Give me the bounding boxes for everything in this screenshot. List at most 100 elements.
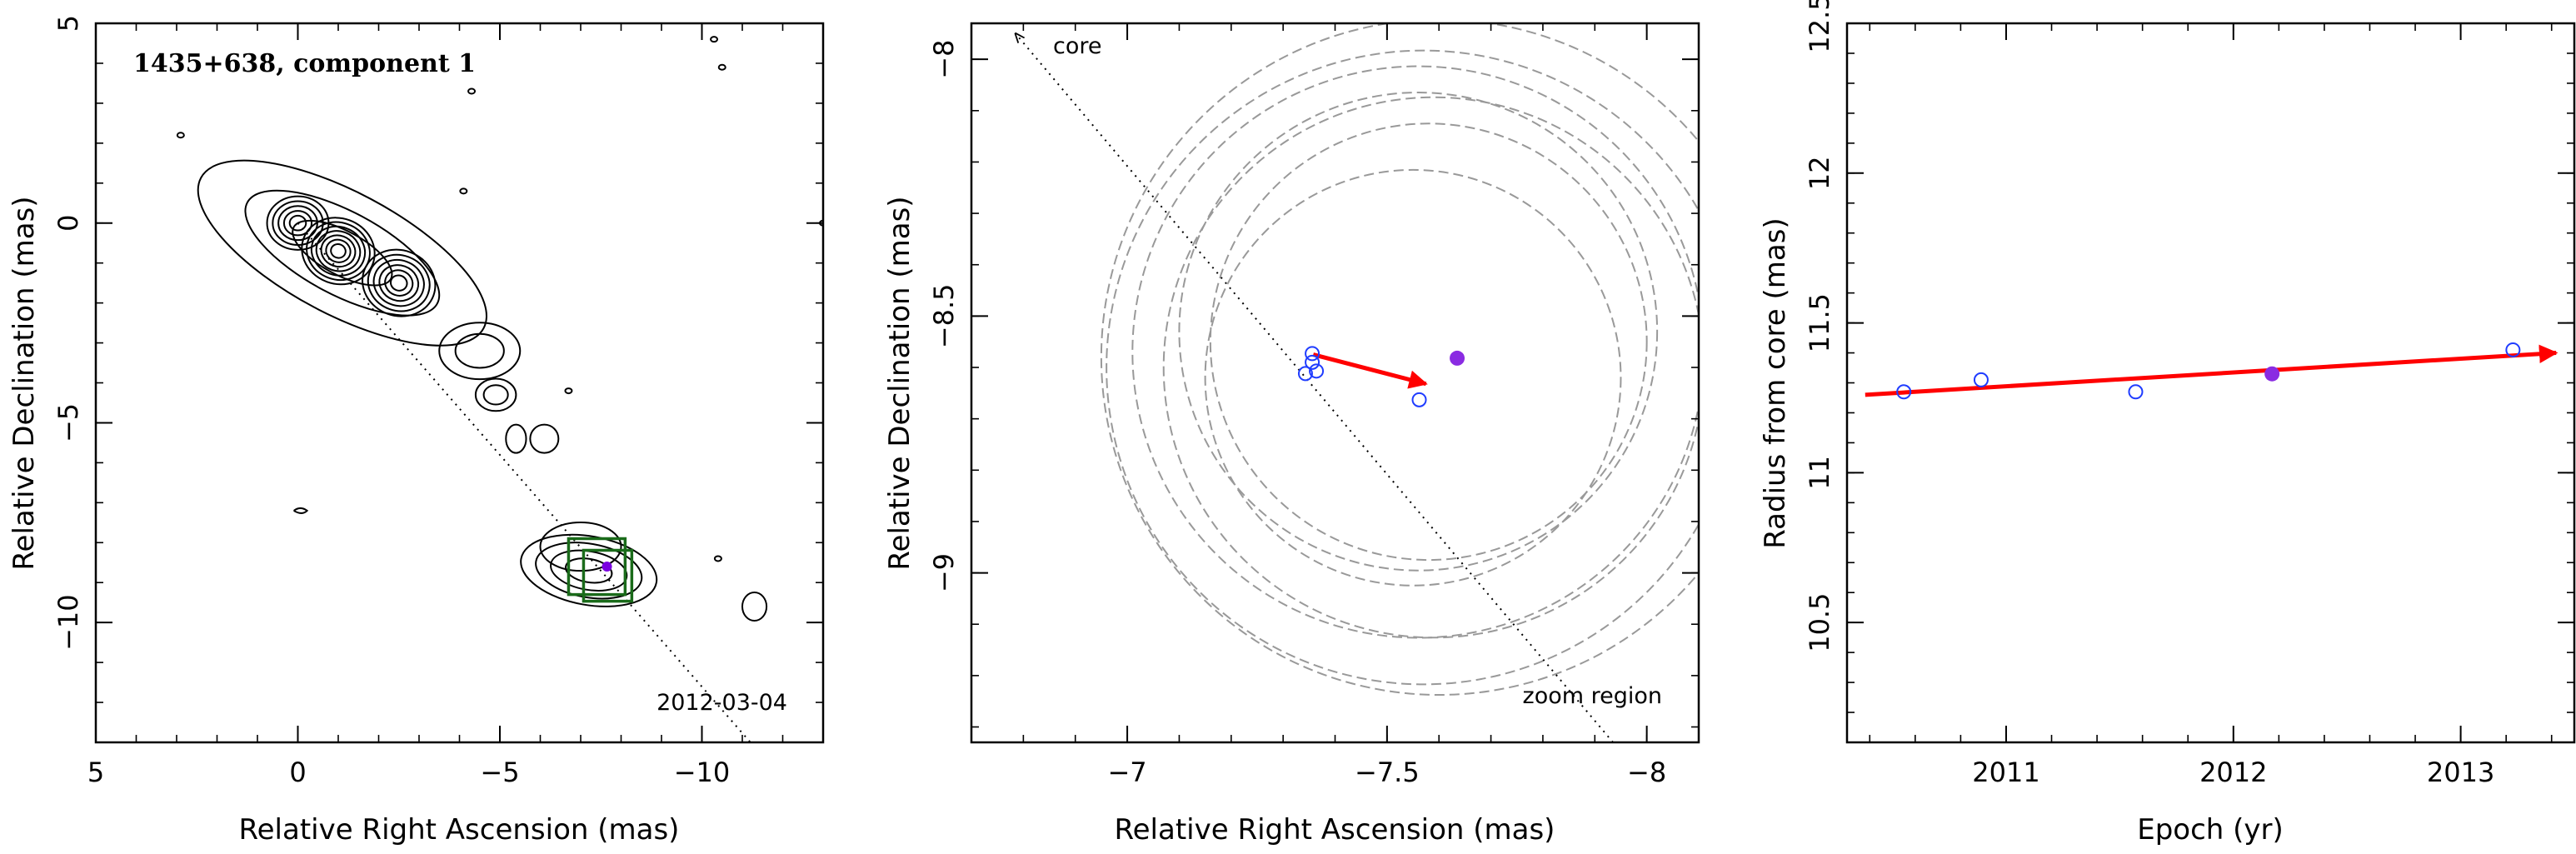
- contour-map-x-tick-label: −10: [674, 757, 731, 788]
- contour-line: [454, 332, 505, 369]
- contour-line: [244, 189, 441, 317]
- contour-line: [282, 210, 313, 237]
- zoom-x-tick-label: −7: [1107, 757, 1146, 788]
- radius-y-tick-label: 11: [1804, 456, 1835, 490]
- contour-line: [520, 533, 658, 607]
- contour-line: [272, 200, 324, 247]
- contour-map-date-label: 2012-03-04: [656, 690, 787, 716]
- zoom-panel: −7 −7.5 −8 −8 −8.5 −9 core zoom region Relati…: [883, 22, 1700, 847]
- contour-map-x-tick-label: 5: [87, 757, 104, 788]
- zoom-core-annotation: core: [1053, 33, 1101, 59]
- core-direction-line: [1016, 33, 1614, 742]
- contour-map-panel: 5 0 −5 −10 5 0 −5 −10 1435+638, component 1 201…: [7, 15, 825, 847]
- contour-line: [372, 258, 425, 307]
- contour-map-ticks: 5 0 −5 −10 5 0 −5 −10: [52, 15, 824, 788]
- zoom-y-tick-label: −8: [928, 40, 960, 79]
- contour-map-title: 1435+638, component 1: [133, 49, 476, 78]
- contour-line: [330, 243, 347, 259]
- zoom-region-box: [582, 548, 634, 603]
- radius-x-tick-label: 2013: [2427, 757, 2494, 788]
- zoom-region-box: [567, 537, 627, 597]
- noise-contour: [800, 17, 806, 22]
- radius-x-tick-label: 2011: [1972, 757, 2039, 788]
- contour-map-y-axis-label: Relative Declination (mas): [7, 196, 41, 570]
- radius-y-tick-label: 10.5: [1804, 593, 1835, 652]
- contour-map-y-tick-label: 0: [52, 215, 84, 232]
- open-point: [1305, 354, 1320, 370]
- zoom-frame: [970, 22, 1700, 744]
- contour-map-y-tick-label: −10: [52, 594, 84, 651]
- beam-circle: [1204, 168, 1622, 587]
- zoom-region-annotation: zoom region: [1523, 683, 1662, 709]
- contour-line: [482, 384, 509, 406]
- zoom-y-axis-label: Relative Declination (mas): [883, 196, 916, 570]
- radius-frame: [1845, 22, 2576, 744]
- contour-map-x-tick-label: −5: [480, 757, 519, 788]
- beam-circle: [1101, 23, 1699, 696]
- contour-line: [301, 217, 376, 286]
- contour-map-x-tick-label: 0: [289, 757, 306, 788]
- contour-line: [362, 248, 437, 317]
- zoom-x-tick-label: −8: [1627, 757, 1666, 788]
- radius-y-axis-label: Radius from core (mas): [1759, 217, 1792, 548]
- contour-line: [306, 221, 371, 281]
- trajectory-arrow: [1312, 352, 1428, 389]
- zoom-plot-area: [1016, 23, 1699, 742]
- open-point: [1411, 392, 1427, 407]
- noise-contour: [564, 387, 573, 395]
- open-point: [1297, 366, 1313, 382]
- noise-contour: [713, 555, 722, 562]
- zoom-y-tick-label: −9: [928, 553, 960, 592]
- component-marker: [602, 562, 612, 572]
- open-point: [2128, 384, 2144, 400]
- fit-line-arrow: [1865, 344, 2559, 397]
- beam-circle: [1106, 49, 1699, 686]
- contour-map-frame: [94, 22, 825, 744]
- contour-line: [529, 423, 560, 454]
- noise-contour: [717, 63, 726, 71]
- noise-contour: [293, 507, 309, 514]
- contour-line: [505, 423, 527, 454]
- contour-line: [315, 230, 362, 272]
- zoom-x-axis-label: Relative Right Ascension (mas): [1115, 813, 1555, 847]
- contour-line: [438, 322, 522, 381]
- radius-x-tick-label: 2012: [2199, 757, 2267, 788]
- noise-contour: [710, 36, 719, 43]
- filled-point: [2264, 366, 2280, 382]
- contour-line: [378, 264, 420, 302]
- core-to-component-line: [297, 222, 751, 742]
- beam-circle: [1209, 122, 1648, 562]
- beam-circle: [1131, 65, 1699, 639]
- open-point: [2505, 342, 2521, 357]
- filled-point: [1450, 350, 1465, 366]
- radius-x-axis-label: Epoch (yr): [2137, 813, 2284, 847]
- radius-plot-area: [1865, 342, 2559, 400]
- contour-line: [367, 253, 431, 312]
- zoom-x-tick-label: −7.5: [1355, 757, 1420, 788]
- contour-line: [474, 377, 517, 412]
- noise-contour: [467, 87, 477, 95]
- beam-circle: [1162, 96, 1699, 639]
- zoom-ticks: −7 −7.5 −8 −8 −8.5 −9: [928, 23, 1699, 788]
- noise-contour: [459, 187, 468, 195]
- contour-line: [288, 214, 307, 232]
- radius-y-tick-label: 11.5: [1804, 293, 1835, 352]
- contour-line: [741, 592, 768, 622]
- contour-line: [325, 238, 352, 263]
- open-point: [1896, 384, 1912, 400]
- contour-map-y-tick-label: −5: [52, 403, 84, 442]
- contour-line: [384, 269, 414, 297]
- radius-y-tick-label: 12: [1804, 156, 1835, 190]
- contour-map-y-tick-label: 5: [52, 15, 84, 32]
- contour-line: [310, 225, 367, 277]
- open-point: [1305, 346, 1320, 362]
- zoom-y-tick-label: −8.5: [928, 284, 960, 349]
- noise-contour: [176, 132, 185, 139]
- beam-circle: [1178, 92, 1659, 572]
- contour-line: [539, 521, 622, 572]
- contour-line: [564, 557, 613, 584]
- open-point: [1973, 372, 1989, 387]
- radius-ticks: 2011 2012 2013 10.5 11 11.5 12 12.5: [1804, 0, 2574, 788]
